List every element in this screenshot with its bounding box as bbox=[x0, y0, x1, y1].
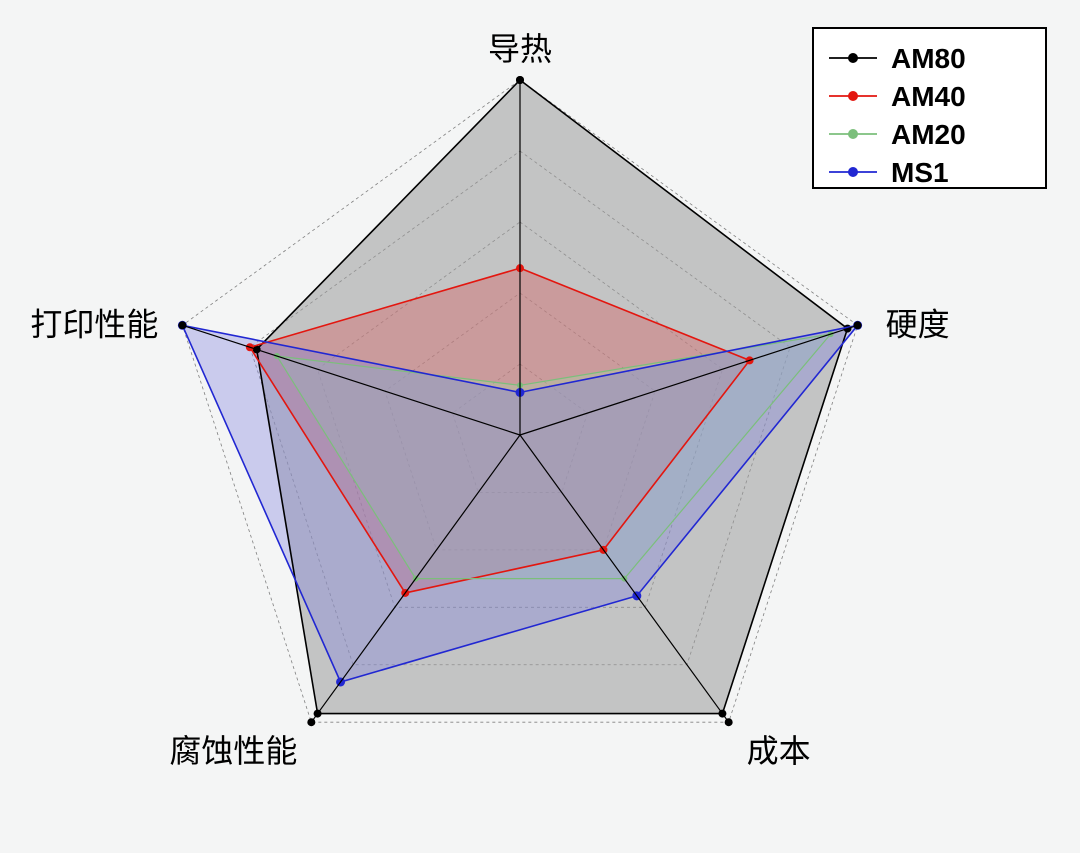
legend-marker-AM40 bbox=[848, 91, 858, 101]
axis-tip-dot bbox=[307, 718, 315, 726]
axis-tip-dot bbox=[854, 321, 862, 329]
axis-tip-dot bbox=[725, 718, 733, 726]
legend-label-AM80: AM80 bbox=[891, 43, 966, 74]
axis-tip-dot bbox=[516, 76, 524, 84]
axis-tip-dot bbox=[178, 321, 186, 329]
legend-label-MS1: MS1 bbox=[891, 157, 949, 188]
axis-label: 硬度 bbox=[886, 306, 950, 342]
legend-label-AM20: AM20 bbox=[891, 119, 966, 150]
legend-marker-AM20 bbox=[848, 129, 858, 139]
axis-label: 成本 bbox=[747, 733, 811, 769]
axis-label: 打印性能 bbox=[30, 306, 158, 342]
axis-label: 导热 bbox=[488, 31, 552, 67]
legend-label-AM40: AM40 bbox=[891, 81, 966, 112]
radar-chart: 导热硬度成本 腐蚀性能 打印性能 AM80 AM40 AM20 MS1 bbox=[0, 0, 1080, 853]
radar-chart-container: 导热硬度成本 腐蚀性能 打印性能 AM80 AM40 AM20 MS1 bbox=[0, 0, 1080, 853]
legend-marker-MS1 bbox=[848, 167, 858, 177]
axis-label: 腐蚀性能 bbox=[169, 733, 297, 769]
legend-marker-AM80 bbox=[848, 53, 858, 63]
